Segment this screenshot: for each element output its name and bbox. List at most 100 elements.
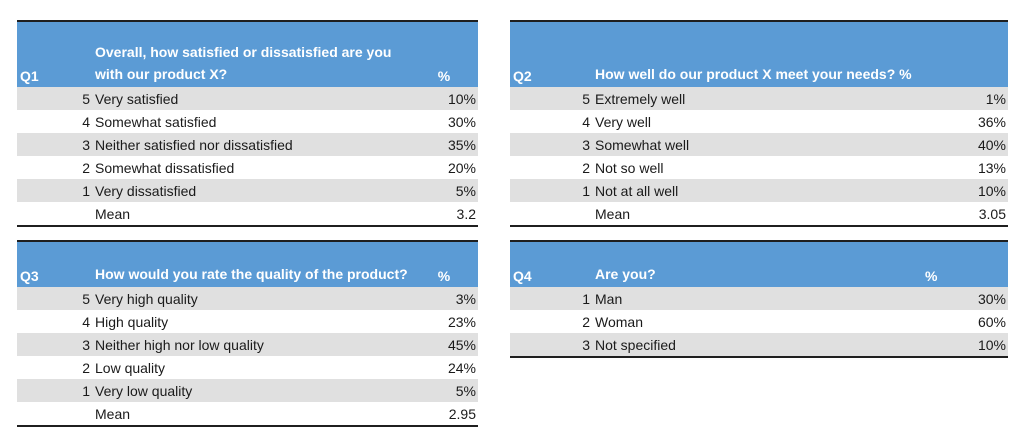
response-code: 2	[82, 159, 90, 176]
table-row: 3 Somewhat well 40%	[510, 133, 1008, 156]
q2-table: Q2 How well do our product X meet your n…	[510, 20, 1008, 227]
response-code: 3	[510, 133, 595, 156]
q1-pct-header: %	[410, 21, 478, 87]
table-row: 2 Somewhat dissatisfied 20%	[17, 156, 478, 179]
response-label: Very satisfied	[95, 87, 410, 110]
table-row: 3 Not specified 10%	[510, 333, 1008, 358]
q1-id: Q1	[17, 21, 95, 87]
response-code: 3	[17, 333, 95, 356]
response-percent: 10%	[950, 179, 1008, 202]
table-row: 3 Neither high nor low quality 45%	[17, 333, 478, 356]
response-code: 3	[510, 333, 595, 358]
response-code: 1	[17, 179, 95, 202]
mean-label: Mean	[95, 202, 410, 227]
response-label: Very well	[595, 113, 652, 130]
response-percent: 30%	[447, 113, 476, 130]
table-row: 2 Low quality 24%	[17, 356, 478, 379]
table-row: 4 Somewhat satisfied 30%	[17, 110, 478, 133]
mean-value: 3.05	[950, 202, 1008, 227]
response-code: 5	[17, 87, 95, 110]
q1-table: Q1 Overall, how satisfied or dissatisfie…	[17, 20, 478, 227]
response-code: 1	[510, 179, 595, 202]
q2-pct-header	[950, 21, 1008, 87]
response-code: 4	[82, 313, 90, 330]
response-code: 3	[17, 133, 95, 156]
mean-label: Mean	[595, 202, 950, 227]
response-code: 4	[82, 113, 90, 130]
response-label: Not so well	[595, 159, 664, 176]
response-label: Somewhat satisfied	[95, 113, 217, 130]
table-row: 4 High quality 23%	[17, 310, 478, 333]
q3-header-row: Q3 How would you rate the quality of the…	[17, 241, 478, 287]
q3-id: Q3	[17, 241, 95, 287]
response-percent: 5%	[410, 179, 478, 202]
mean-value: 2.95	[410, 402, 478, 427]
q4-question: Are you?	[595, 241, 895, 287]
response-percent: 35%	[410, 133, 478, 156]
response-label: Very dissatisfied	[95, 179, 410, 202]
table-row: 1 Very low quality 5%	[17, 379, 478, 402]
response-percent: 40%	[950, 133, 1008, 156]
response-percent: 23%	[447, 313, 476, 330]
q1-question: Overall, how satisfied or dissatisfied a…	[95, 21, 410, 87]
response-code: 2	[582, 159, 590, 176]
q3-table: Q3 How would you rate the quality of the…	[17, 240, 478, 427]
table-row: 1 Not at all well 10%	[510, 179, 1008, 202]
response-label: High quality	[95, 313, 169, 330]
mean-row: Mean 2.95	[17, 402, 478, 427]
response-percent: 60%	[977, 313, 1006, 330]
response-percent: 45%	[410, 333, 478, 356]
q3-pct-header: %	[410, 241, 478, 287]
response-label: Not specified	[595, 333, 895, 358]
response-percent: 3%	[410, 287, 478, 310]
response-code: 1	[510, 287, 595, 310]
response-code: 2	[582, 313, 590, 330]
table-row: 1 Man 30%	[510, 287, 1008, 310]
q4-header-row: Q4 Are you? %	[510, 241, 1008, 287]
response-label: Very low quality	[95, 379, 410, 402]
response-label: Neither satisfied nor dissatisfied	[95, 133, 410, 156]
response-label: Neither high nor low quality	[95, 333, 410, 356]
mean-value: 3.2	[410, 202, 478, 227]
response-percent: 20%	[447, 159, 476, 176]
q2-header-row: Q2 How well do our product X meet your n…	[510, 21, 1008, 87]
q1-header-row: Q1 Overall, how satisfied or dissatisfie…	[17, 21, 478, 87]
q2-id: Q2	[510, 21, 595, 87]
response-percent: 10%	[410, 87, 478, 110]
q4-id: Q4	[510, 241, 595, 287]
response-percent: 10%	[895, 333, 1008, 358]
table-row: 3 Neither satisfied nor dissatisfied 35%	[17, 133, 478, 156]
response-percent: 24%	[447, 359, 476, 376]
q2-question: How well do our product X meet your need…	[595, 21, 950, 87]
response-code: 5	[510, 87, 595, 110]
table-row: 4 Very well 36%	[510, 110, 1008, 133]
table-row: 5 Very high quality 3%	[17, 287, 478, 310]
response-percent: 36%	[977, 113, 1006, 130]
mean-row: Mean 3.05	[510, 202, 1008, 227]
table-row: 1 Very dissatisfied 5%	[17, 179, 478, 202]
response-percent: 1%	[950, 87, 1008, 110]
response-code: 5	[17, 287, 95, 310]
mean-row: Mean 3.2	[17, 202, 478, 227]
q3-question: How would you rate the quality of the pr…	[95, 241, 410, 287]
mean-label: Mean	[95, 402, 410, 427]
response-label: Somewhat dissatisfied	[95, 159, 235, 176]
response-label: Extremely well	[595, 87, 950, 110]
response-label: Man	[595, 287, 895, 310]
response-percent: 5%	[410, 379, 478, 402]
table-row: 2 Not so well 13%	[510, 156, 1008, 179]
response-label: Not at all well	[595, 179, 950, 202]
response-label: Somewhat well	[595, 133, 950, 156]
response-percent: 30%	[895, 287, 1008, 310]
response-code: 1	[17, 379, 95, 402]
response-label: Very high quality	[95, 287, 410, 310]
q4-pct-header: %	[895, 241, 1008, 287]
q4-table: Q4 Are you? % 1 Man 30% 2 Woman 60% 3 No…	[510, 240, 1008, 358]
response-label: Low quality	[95, 359, 166, 376]
response-percent: 13%	[977, 159, 1006, 176]
response-label: Woman	[595, 313, 643, 330]
response-code: 2	[82, 359, 90, 376]
table-row: 2 Woman 60%	[510, 310, 1008, 333]
table-row: 5 Extremely well 1%	[510, 87, 1008, 110]
response-code: 4	[582, 113, 590, 130]
